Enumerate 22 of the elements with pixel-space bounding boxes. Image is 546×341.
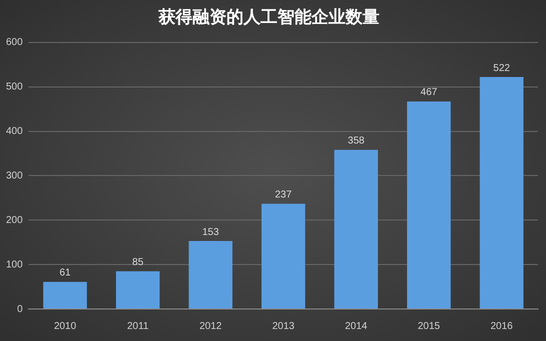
x-tick-label: 2011 xyxy=(127,320,150,332)
x-tick-label: 2016 xyxy=(490,320,514,332)
x-tick-label: 2015 xyxy=(418,320,440,332)
data-label: 85 xyxy=(132,256,144,268)
y-tick-label: 300 xyxy=(6,170,24,182)
y-tick-label: 400 xyxy=(6,126,24,138)
data-label: 61 xyxy=(60,268,72,279)
data-label: 153 xyxy=(202,226,220,238)
data-label: 467 xyxy=(420,87,438,98)
y-tick-label: 100 xyxy=(6,259,24,270)
y-tick-label: 600 xyxy=(6,37,24,48)
x-tick-label: 2013 xyxy=(272,320,295,332)
data-label: 237 xyxy=(275,189,292,200)
data-label: 522 xyxy=(493,62,510,74)
x-tick-label: 2014 xyxy=(344,320,368,332)
y-tick-label: 500 xyxy=(6,82,24,93)
x-tick-label: 2010 xyxy=(54,320,77,332)
chart-title: 获得融资的人工智能企业数量 xyxy=(158,8,380,28)
x-tick-label: 2012 xyxy=(199,320,222,332)
data-label: 358 xyxy=(348,136,365,147)
y-tick-label: 0 xyxy=(17,304,24,315)
y-tick-label: 200 xyxy=(6,214,24,226)
